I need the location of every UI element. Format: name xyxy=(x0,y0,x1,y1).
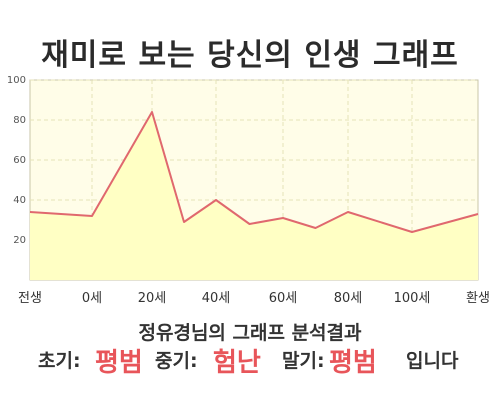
y-tick-label: 40 xyxy=(13,195,26,206)
x-tick-label: 환생 xyxy=(466,291,490,306)
early-value: 평범 xyxy=(95,348,143,378)
page-title: 재미로 보는 당신의 인생 그래프 xyxy=(41,38,459,73)
series-line xyxy=(29,111,479,233)
x-tick-label: 0세 xyxy=(82,291,102,306)
y-tick-label: 60 xyxy=(13,155,26,166)
x-tick-label: 전생 xyxy=(18,291,42,306)
x-tick-label: 80세 xyxy=(334,291,363,306)
y-tick-label: 100 xyxy=(7,75,26,86)
result-heading: 정유경님의 그래프 분석결과 xyxy=(138,322,362,344)
y-tick-label: 80 xyxy=(13,115,26,126)
life-graph-chart: 20 40 60 80 100 전생 0세 20세 40세 60세 80세 100세 환생 xyxy=(0,70,500,310)
x-tick-label: 40세 xyxy=(202,291,231,306)
y-tick-label: 20 xyxy=(13,235,26,246)
x-tick-label: 20세 xyxy=(138,291,167,306)
chart-svg: 20 40 60 80 100 전생 0세 20세 40세 60세 80세 100세 환생 xyxy=(7,75,490,306)
late-label: 말기: xyxy=(282,350,325,372)
x-tick-label: 100세 xyxy=(394,291,431,306)
x-tick-label: 60세 xyxy=(269,291,298,306)
area-fill xyxy=(30,112,478,280)
ending-text: 입니다 xyxy=(406,350,459,372)
early-label: 초기: xyxy=(38,350,81,372)
middle-value: 험난 xyxy=(213,348,261,378)
middle-label: 중기: xyxy=(155,350,198,372)
late-value: 평범 xyxy=(329,348,377,378)
